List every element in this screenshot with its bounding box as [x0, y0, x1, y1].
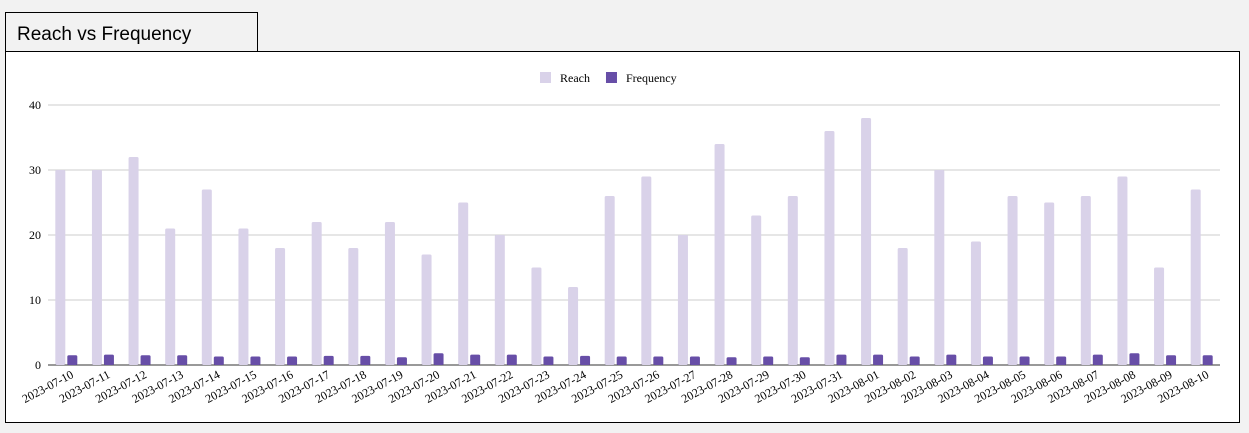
bar [726, 357, 737, 365]
bar [1202, 355, 1213, 365]
bar [494, 235, 505, 365]
bar [165, 228, 176, 365]
y-tick-label: 40 [29, 98, 41, 112]
bar [311, 222, 322, 365]
bar [653, 356, 664, 365]
bar [1117, 176, 1128, 365]
bar [1044, 202, 1055, 365]
bar [543, 356, 554, 365]
bar [946, 354, 957, 365]
bar [824, 131, 835, 365]
bar [201, 189, 212, 365]
bar [238, 228, 249, 365]
bar [287, 356, 298, 365]
bar [348, 248, 359, 365]
bar [982, 356, 993, 365]
y-tick-label: 20 [29, 228, 41, 242]
bar [1092, 354, 1103, 365]
bar [213, 356, 224, 365]
bar [677, 235, 688, 365]
bar [140, 355, 151, 365]
bar [360, 355, 371, 365]
y-tick-label: 10 [29, 293, 41, 307]
bar [250, 356, 261, 365]
bar [1056, 356, 1067, 365]
bar [67, 355, 78, 365]
bar [55, 170, 66, 365]
bar [531, 267, 542, 365]
bar [1154, 267, 1165, 365]
bar [641, 176, 652, 365]
bar [568, 287, 579, 365]
legend-swatch [605, 72, 617, 83]
bar [751, 215, 762, 365]
bar [323, 355, 334, 365]
bar [384, 222, 395, 365]
bar [458, 202, 469, 365]
bar [836, 354, 847, 365]
bar [604, 196, 615, 365]
bar [91, 170, 102, 365]
bar [897, 248, 908, 365]
bar [506, 354, 517, 365]
bar [909, 356, 920, 365]
y-tick-label: 30 [29, 163, 41, 177]
bar [1166, 355, 1177, 365]
bar [396, 357, 407, 365]
bar [689, 356, 700, 365]
bar [714, 144, 725, 365]
bar [799, 357, 810, 365]
bar [1129, 353, 1140, 365]
y-tick-label: 0 [35, 358, 41, 372]
bar [1007, 196, 1018, 365]
bar [1080, 196, 1091, 365]
bar [177, 355, 188, 365]
bar [275, 248, 286, 365]
legend-swatch [540, 72, 551, 83]
bar [861, 118, 872, 365]
legend-label: Frequency [626, 71, 677, 85]
chart-title: Reach vs Frequency [5, 12, 258, 51]
bar [873, 354, 884, 365]
bar [934, 170, 945, 365]
legend-label: Reach [560, 71, 590, 85]
bar [970, 241, 981, 365]
bar [128, 157, 139, 365]
bar [787, 196, 798, 365]
bar [1019, 356, 1030, 365]
bar [616, 356, 627, 365]
bar [1190, 189, 1201, 365]
bar [421, 254, 432, 365]
bar [580, 355, 591, 365]
bar [433, 353, 444, 365]
bar [470, 354, 481, 365]
bar [103, 354, 114, 365]
bar [763, 356, 774, 365]
